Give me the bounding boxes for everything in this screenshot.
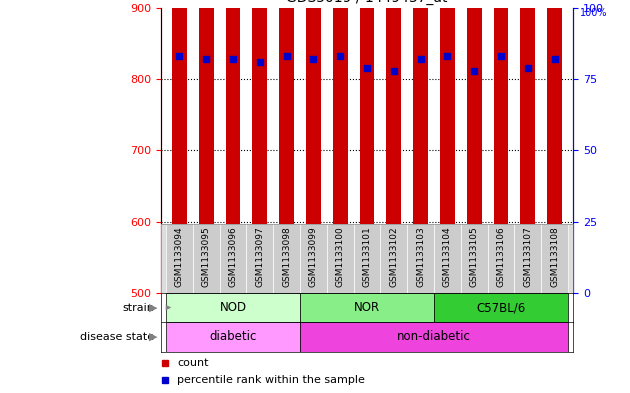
Bar: [353, 224, 381, 293]
Bar: [172, 0, 186, 293]
Text: GSM1133095: GSM1133095: [202, 226, 210, 287]
Point: [362, 64, 372, 71]
Text: count: count: [177, 358, 209, 367]
Point: [523, 64, 533, 71]
Bar: [327, 224, 353, 293]
Point: [416, 56, 426, 62]
Bar: [434, 293, 568, 322]
Text: GSM1133102: GSM1133102: [389, 226, 398, 287]
Bar: [407, 224, 434, 293]
Bar: [273, 224, 300, 293]
Bar: [360, 0, 374, 293]
Text: GSM1133104: GSM1133104: [443, 226, 452, 287]
Text: ▶: ▶: [149, 303, 158, 312]
Text: diabetic: diabetic: [209, 331, 256, 343]
Bar: [381, 224, 407, 293]
Text: 100%: 100%: [580, 8, 607, 18]
Text: GSM1133096: GSM1133096: [229, 226, 238, 287]
Bar: [279, 0, 294, 293]
Text: GSM1133107: GSM1133107: [524, 226, 532, 287]
Bar: [166, 224, 193, 293]
Text: C57BL/6: C57BL/6: [476, 301, 525, 314]
Text: non-diabetic: non-diabetic: [397, 331, 471, 343]
Text: NOR: NOR: [354, 301, 380, 314]
Point: [389, 67, 399, 73]
Text: GSM1133100: GSM1133100: [336, 226, 345, 287]
Bar: [246, 224, 273, 293]
Text: GSM1133108: GSM1133108: [550, 226, 559, 287]
Bar: [333, 0, 348, 293]
Bar: [306, 0, 321, 293]
Point: [255, 59, 265, 65]
Bar: [493, 0, 508, 293]
Bar: [514, 224, 541, 293]
Bar: [434, 224, 461, 293]
Text: GSM1133094: GSM1133094: [175, 226, 184, 287]
Point: [282, 53, 292, 59]
Text: GSM1133103: GSM1133103: [416, 226, 425, 287]
Bar: [541, 224, 568, 293]
Bar: [300, 293, 434, 322]
Bar: [488, 224, 514, 293]
Bar: [520, 0, 535, 293]
Bar: [413, 0, 428, 293]
Point: [308, 56, 318, 62]
Text: GSM1133098: GSM1133098: [282, 226, 291, 287]
Text: disease state: disease state: [80, 332, 154, 342]
Text: ▶: ▶: [149, 332, 158, 342]
Text: strain: strain: [122, 303, 154, 312]
Text: GSM1133105: GSM1133105: [469, 226, 479, 287]
Point: [201, 56, 211, 62]
Text: GSM1133101: GSM1133101: [362, 226, 372, 287]
Bar: [440, 0, 455, 293]
Point: [335, 53, 345, 59]
Point: [228, 56, 238, 62]
Title: GDS5019 / 1449437_at: GDS5019 / 1449437_at: [286, 0, 448, 6]
Bar: [220, 224, 246, 293]
Bar: [166, 322, 300, 352]
Point: [469, 67, 479, 73]
Text: GSM1133099: GSM1133099: [309, 226, 318, 287]
Text: percentile rank within the sample: percentile rank within the sample: [177, 375, 365, 385]
Bar: [226, 0, 241, 293]
Text: GSM1133097: GSM1133097: [255, 226, 265, 287]
Bar: [300, 224, 327, 293]
Point: [496, 53, 506, 59]
Bar: [461, 224, 488, 293]
Bar: [166, 293, 300, 322]
Text: NOD: NOD: [219, 301, 246, 314]
Point: [549, 56, 559, 62]
Point: [442, 53, 452, 59]
Bar: [300, 322, 568, 352]
Bar: [547, 0, 562, 293]
Bar: [253, 0, 267, 293]
Bar: [199, 0, 214, 293]
Bar: [386, 0, 401, 293]
Bar: [193, 224, 220, 293]
Point: [175, 53, 185, 59]
Bar: [467, 0, 481, 293]
Text: GSM1133106: GSM1133106: [496, 226, 505, 287]
